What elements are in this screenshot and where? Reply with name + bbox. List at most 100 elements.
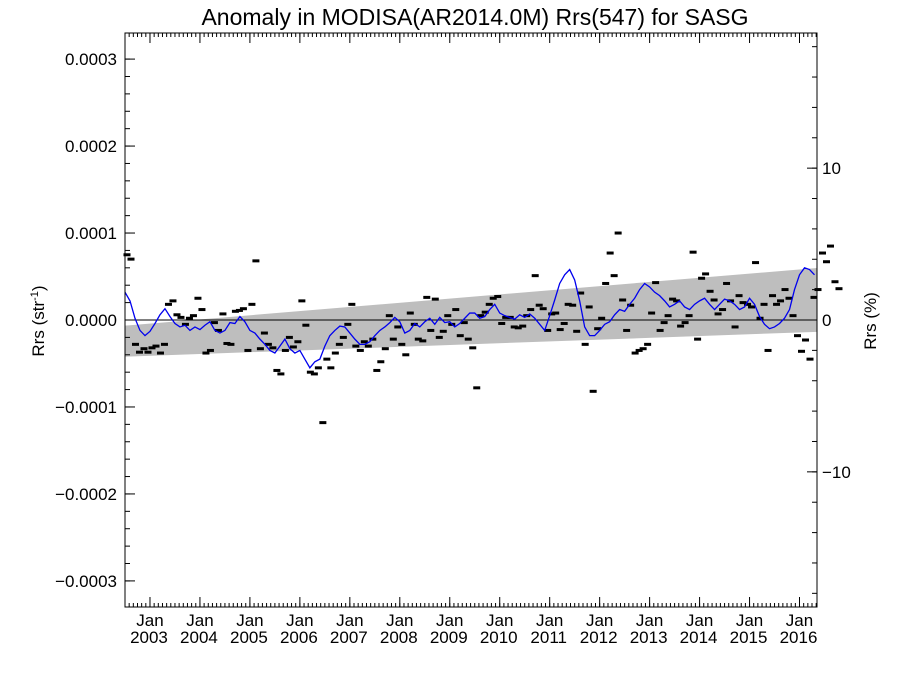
- x-tick-label-year: 2014: [680, 628, 718, 647]
- x-tick-label-month: Jan: [286, 611, 313, 630]
- data-point: [681, 321, 689, 325]
- chart-title: Anomaly in MODISA(AR2014.0M) Rrs(547) fo…: [201, 4, 748, 30]
- x-tick-label-year: 2015: [730, 628, 768, 647]
- data-point: [723, 281, 731, 285]
- data-point: [781, 288, 789, 292]
- data-point: [598, 316, 606, 320]
- data-point: [798, 349, 806, 353]
- data-point: [769, 294, 777, 298]
- data-point: [635, 348, 643, 352]
- data-point: [502, 315, 510, 319]
- data-point: [148, 346, 156, 350]
- data-point: [302, 323, 310, 327]
- data-point: [698, 276, 706, 280]
- y-tick-label: 0.0003: [65, 50, 117, 69]
- data-point: [602, 281, 610, 285]
- data-point: [198, 308, 206, 312]
- data-point: [481, 310, 489, 314]
- running-mean-line: [124, 267, 815, 369]
- y-axis-title-close: ): [29, 285, 48, 291]
- data-point: [285, 335, 293, 339]
- data-point: [669, 297, 677, 301]
- data-point: [685, 314, 693, 318]
- data-point: [319, 421, 327, 425]
- y2-tick-label: 0: [822, 311, 831, 330]
- data-point: [181, 322, 189, 326]
- data-point: [348, 302, 356, 306]
- data-point: [239, 307, 247, 311]
- data-point: [323, 357, 331, 361]
- data-point: [814, 288, 822, 292]
- data-point: [510, 325, 518, 329]
- data-point: [231, 309, 239, 313]
- x-tick-label-month: Jan: [636, 611, 663, 630]
- y-axis-title: Rrs (str-1): [29, 285, 48, 356]
- data-point: [539, 307, 547, 311]
- data-point: [439, 329, 447, 333]
- data-point: [331, 351, 339, 355]
- data-point: [806, 357, 814, 361]
- y-tick-label: 0.0000: [65, 311, 117, 330]
- data-point: [544, 328, 552, 332]
- data-point: [702, 272, 710, 276]
- data-point: [235, 308, 243, 312]
- x-tick-label-month: Jan: [336, 611, 363, 630]
- data-point: [552, 311, 560, 315]
- data-point: [394, 325, 402, 329]
- data-point: [614, 231, 622, 235]
- data-point: [252, 259, 260, 263]
- data-point: [373, 368, 381, 372]
- x-tick-label-month: Jan: [536, 611, 563, 630]
- x-tick-label-month: Jan: [236, 611, 263, 630]
- data-point: [406, 311, 414, 315]
- data-point: [731, 325, 739, 329]
- data-point: [777, 299, 785, 303]
- data-point: [364, 344, 372, 348]
- data-point: [127, 257, 135, 261]
- data-point: [519, 324, 527, 328]
- data-point: [256, 347, 264, 351]
- data-point: [619, 298, 627, 302]
- data-point: [548, 312, 556, 316]
- data-point: [431, 297, 439, 301]
- data-point: [531, 274, 539, 278]
- data-point: [673, 299, 681, 303]
- x-tick-label-year: 2016: [780, 628, 818, 647]
- data-point: [156, 351, 164, 355]
- data-point: [140, 347, 148, 351]
- data-point: [831, 280, 839, 284]
- data-point: [585, 305, 593, 309]
- x-tick-label-month: Jan: [686, 611, 713, 630]
- data-point: [826, 244, 834, 248]
- data-point: [173, 313, 181, 317]
- data-point: [694, 337, 702, 341]
- data-point: [514, 326, 522, 330]
- x-tick-label-year: 2005: [230, 628, 268, 647]
- data-point: [189, 314, 197, 318]
- data-point: [164, 302, 172, 306]
- data-point: [131, 342, 139, 346]
- data-point: [260, 331, 268, 335]
- data-point: [185, 316, 193, 320]
- data-point: [706, 289, 714, 293]
- data-point: [160, 342, 168, 346]
- x-tick-label-year: 2008: [380, 628, 418, 647]
- data-point: [398, 342, 406, 346]
- data-point: [269, 346, 277, 350]
- data-point: [314, 366, 322, 370]
- x-tick-label-month: Jan: [786, 611, 813, 630]
- data-point: [210, 321, 218, 325]
- data-point: [202, 351, 210, 355]
- data-point: [610, 274, 618, 278]
- data-point: [752, 261, 760, 265]
- x-tick-label-year: 2007: [330, 628, 368, 647]
- data-point: [498, 321, 506, 325]
- data-point: [660, 321, 668, 325]
- data-point: [306, 370, 314, 374]
- x-tick-label-year: 2004: [180, 628, 218, 647]
- data-point: [835, 287, 843, 291]
- x-tick-label-month: Jan: [736, 611, 763, 630]
- data-point: [223, 341, 231, 345]
- data-point: [456, 334, 464, 338]
